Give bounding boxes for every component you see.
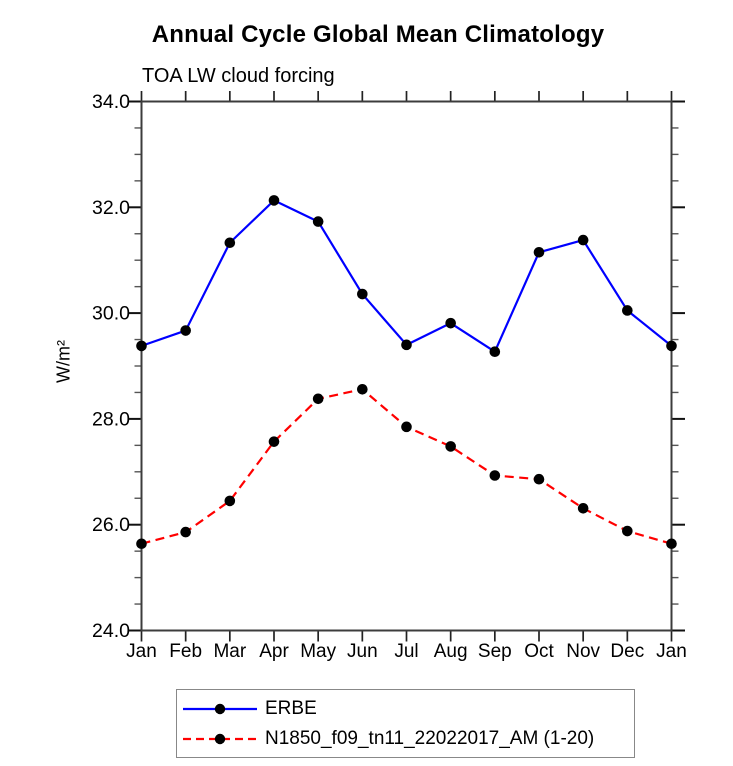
x-tick-label: Jan (656, 641, 687, 662)
legend-label-n1850: N1850_f09_tn11_22022017_AM (1-20) (265, 728, 595, 749)
x-tick-label: Mar (213, 641, 246, 662)
data-point (489, 470, 501, 481)
data-point (445, 317, 456, 329)
data-point (357, 383, 368, 395)
y-tick-label: 26.0 (92, 514, 130, 536)
y-tick-label: 32.0 (92, 197, 130, 219)
data-point (533, 473, 545, 485)
data-point (401, 339, 412, 351)
y-axis-label: W/m² (53, 340, 74, 383)
chart-subtitle: TOA LW cloud forcing (142, 65, 335, 87)
chart-title: Annual Cycle Global Mean Climatology (151, 21, 605, 48)
y-tick-label: 30.0 (92, 303, 130, 325)
legend-marker-icon (214, 733, 226, 745)
data-point (136, 340, 147, 352)
axes-box (140, 100, 673, 632)
data-point (268, 195, 280, 206)
data-point (224, 495, 236, 507)
data-point (180, 526, 191, 538)
data-point (224, 237, 236, 249)
data-point (577, 234, 589, 246)
data-point (401, 421, 412, 433)
legend-label-erbe: ERBE (265, 698, 317, 719)
data-point (533, 246, 545, 258)
x-tick-label: Jul (394, 641, 418, 662)
x-tick-label: Aug (434, 641, 468, 662)
data-point (622, 305, 633, 316)
x-tick-label: Feb (169, 641, 202, 662)
x-tick-label: Oct (524, 641, 554, 662)
y-tick-label: 28.0 (92, 408, 130, 430)
x-tick-label: Sep (478, 641, 512, 662)
data-point (666, 538, 677, 550)
x-tick-label: Dec (610, 641, 644, 662)
legend-item-n1850: N1850_f09_tn11_22022017_AM (1-20) (182, 724, 634, 754)
x-tick-label: Jan (126, 641, 157, 662)
x-tick-label: Jun (347, 641, 378, 662)
y-tick-label: 34.0 (92, 91, 130, 113)
data-point (666, 340, 677, 352)
y-tick-label: 24.0 (92, 620, 130, 642)
legend-item-erbe: ERBE (182, 694, 634, 724)
data-point (445, 441, 456, 452)
data-point (312, 393, 324, 405)
x-tick-label: Apr (259, 641, 289, 662)
series-line-1 (141, 388, 672, 545)
data-point (489, 346, 501, 358)
data-point (268, 436, 280, 447)
data-point (136, 538, 147, 550)
data-point (622, 525, 633, 537)
legend-marker-icon (214, 703, 226, 715)
data-point (180, 325, 191, 336)
series-line-0 (141, 199, 673, 353)
data-point (357, 288, 368, 300)
data-point (312, 216, 324, 227)
legend: ERBE N1850_f09_tn11_22022017_AM (1-20) (176, 689, 635, 758)
x-tick-label: May (300, 641, 336, 662)
legend-line-sample-erbe (183, 703, 257, 715)
data-point (577, 503, 589, 514)
legend-line-sample-n1850 (183, 733, 257, 745)
x-tick-label: Nov (566, 641, 600, 662)
